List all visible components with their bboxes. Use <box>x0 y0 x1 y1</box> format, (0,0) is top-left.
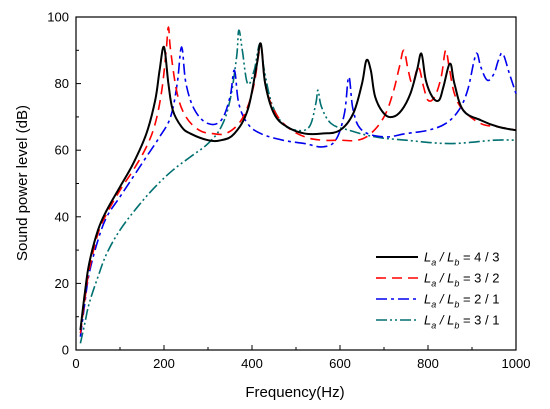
x-tick-label: 600 <box>329 356 351 371</box>
y-tick-label: 80 <box>55 76 69 91</box>
y-tick-label: 60 <box>55 143 69 158</box>
y-axis-label: Sound power level (dB) <box>14 105 31 261</box>
x-tick-label: 0 <box>72 356 79 371</box>
legend: La / Lb = 4 / 3 La / Lb = 3 / 2 La / Lb = … <box>376 250 499 331</box>
y-tick-label: 40 <box>55 209 69 224</box>
x-tick-label: 400 <box>241 356 263 371</box>
legend-label-4: La / Lb = 3 / 1 <box>424 313 499 331</box>
y-tick-label: 100 <box>47 10 69 25</box>
legend-label-3: La / Lb = 2 / 1 <box>424 292 499 310</box>
x-axis-label: Frequency(Hz) <box>245 384 344 401</box>
legend-label-2: La / Lb = 3 / 2 <box>424 271 499 289</box>
series-line-2 <box>80 27 516 333</box>
x-tick-label: 1000 <box>502 356 531 371</box>
series-line-1 <box>80 43 516 330</box>
x-tick-label: 200 <box>153 356 175 371</box>
x-tick-label: 800 <box>417 356 439 371</box>
y-tick-label: 20 <box>55 276 69 291</box>
y-tick-label: 0 <box>62 343 69 358</box>
legend-label-1: La / Lb = 4 / 3 <box>424 250 499 268</box>
